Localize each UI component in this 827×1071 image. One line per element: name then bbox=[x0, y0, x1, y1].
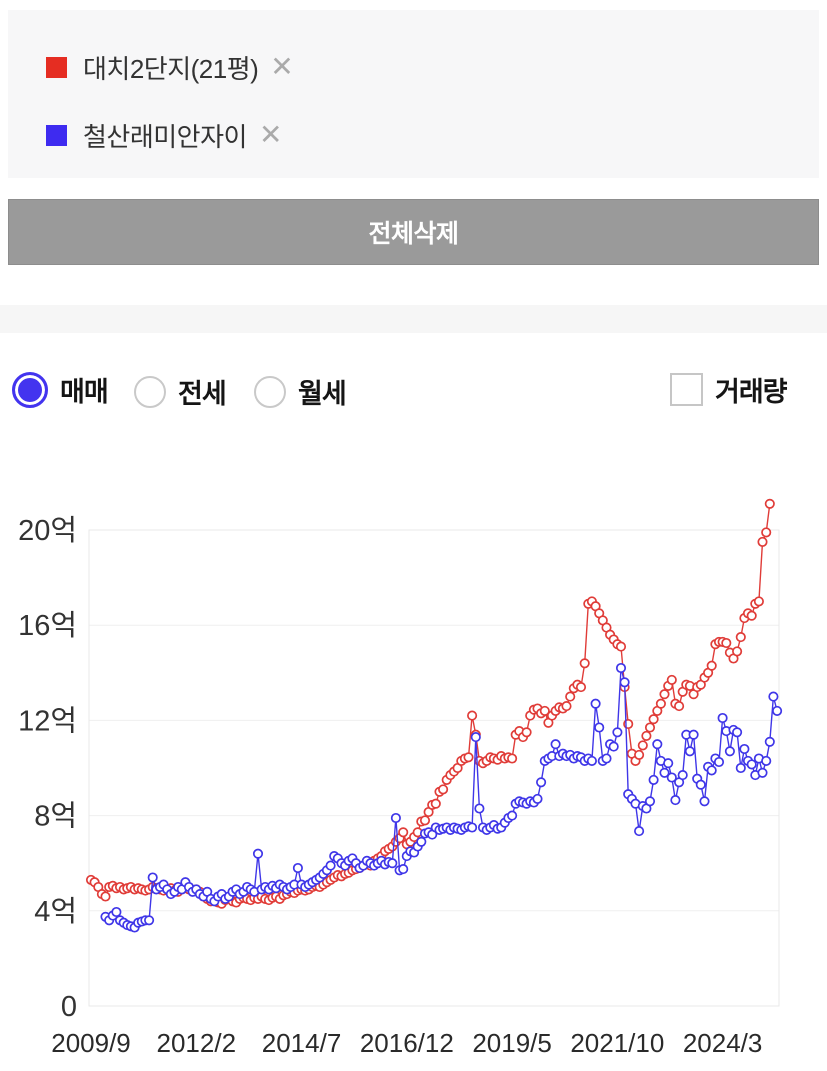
radio-circle-icon[interactable] bbox=[134, 375, 166, 408]
svg-text:2012/2: 2012/2 bbox=[157, 1028, 237, 1058]
svg-text:20억: 20억 bbox=[18, 515, 77, 547]
svg-text:2016/12: 2016/12 bbox=[360, 1028, 454, 1058]
remove-complex-icon[interactable]: ✕ bbox=[270, 51, 294, 82]
series-color-swatch-blue bbox=[46, 124, 67, 146]
remove-complex-icon[interactable]: ✕ bbox=[258, 119, 283, 150]
series-color-swatch-red bbox=[46, 56, 67, 78]
checkbox-label: 거래량 bbox=[715, 377, 788, 407]
svg-text:2021/10: 2021/10 bbox=[570, 1028, 664, 1058]
svg-text:2024/3: 2024/3 bbox=[683, 1028, 763, 1058]
chart-controls: 매매 전세 월세 거래량 bbox=[0, 362, 827, 418]
radio-circle-icon[interactable] bbox=[12, 371, 48, 408]
svg-text:12억: 12억 bbox=[18, 705, 77, 737]
svg-text:2019/5: 2019/5 bbox=[472, 1028, 552, 1058]
radio-jeonse-lease[interactable]: 전세 bbox=[134, 372, 227, 411]
radio-circle-icon[interactable] bbox=[254, 375, 286, 408]
svg-text:8억: 8억 bbox=[34, 801, 77, 833]
svg-text:2014/7: 2014/7 bbox=[262, 1028, 342, 1058]
delete-all-button[interactable]: 전체삭제 bbox=[8, 199, 819, 265]
checkbox-icon[interactable] bbox=[670, 373, 703, 406]
complex-name-label: 대치2단지(21평) bbox=[83, 53, 259, 84]
price-history-chart: 0 4억 8억 12억 16억 20억 2009/9 2012/2 2014/7 2016/12 2… bbox=[18, 498, 783, 1058]
radio-label: 월세 bbox=[298, 379, 347, 409]
radio-wolse-monthly-rent[interactable]: 월세 bbox=[254, 372, 347, 411]
volume-checkbox-item[interactable]: 거래량 bbox=[670, 370, 788, 409]
radio-label: 매매 bbox=[60, 377, 109, 407]
selected-complexes-panel: 대치2단지(21평) ✕ 철산래미안자이 ✕ bbox=[8, 10, 819, 178]
svg-text:0: 0 bbox=[61, 991, 77, 1023]
radio-maemae-sale[interactable]: 매매 bbox=[12, 370, 109, 409]
svg-text:4억: 4억 bbox=[34, 896, 77, 928]
complex-name-label: 철산래미안자이 bbox=[83, 121, 247, 152]
svg-text:2009/9: 2009/9 bbox=[51, 1028, 131, 1058]
svg-text:16억: 16억 bbox=[18, 610, 77, 642]
legend-item-0: 대치2단지(21평) ✕ bbox=[38, 50, 294, 84]
section-divider bbox=[0, 305, 827, 333]
radio-label: 전세 bbox=[178, 379, 227, 409]
legend-item-1: 철산래미안자이 ✕ bbox=[38, 118, 282, 152]
